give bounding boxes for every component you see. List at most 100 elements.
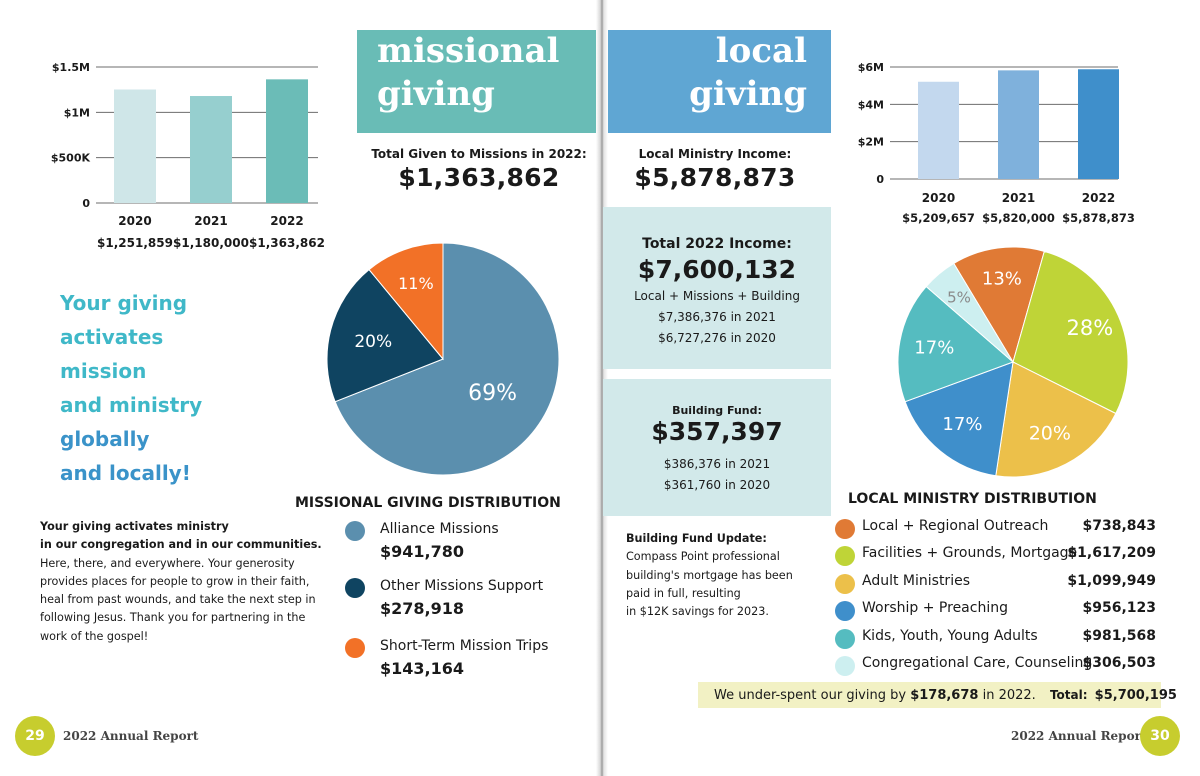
legend-item: Facilities + Grounds, Mortgage $1,617,209 bbox=[835, 542, 1160, 567]
bar-value-label: $5,878,873 bbox=[1062, 211, 1135, 225]
x-tick-label: 2022 bbox=[1082, 191, 1115, 205]
pie-value-label: 28% bbox=[1067, 316, 1114, 340]
y-tick-label: $4M bbox=[858, 98, 884, 111]
legend-label: Local + Regional Outreach bbox=[862, 518, 1049, 534]
legend-swatch bbox=[835, 573, 855, 594]
legend-amount: $143,164 bbox=[380, 659, 465, 678]
bar bbox=[114, 89, 156, 203]
total-income-label: Total 2022 Income: bbox=[642, 236, 792, 252]
page-number-left: 29 bbox=[15, 716, 55, 756]
pie-value-label: 13% bbox=[982, 269, 1022, 290]
bar bbox=[998, 70, 1039, 179]
total-income-2020: $6,727,276 in 2020 bbox=[658, 331, 776, 345]
legend-label: Worship + Preaching bbox=[862, 600, 1008, 617]
pie-value-label: 17% bbox=[914, 338, 954, 359]
pie-slice bbox=[326, 268, 444, 403]
missional-distribution-title: MISSIONAL GIVING DISTRIBUTION bbox=[295, 495, 561, 511]
total-income-value: $7,600,132 bbox=[637, 255, 797, 284]
x-tick-label: 2022 bbox=[270, 214, 303, 228]
pie-value-label: 20% bbox=[354, 332, 392, 352]
legend-label: Congregational Care, Counseling bbox=[862, 655, 1093, 671]
pie-value-label: 17% bbox=[942, 414, 982, 435]
pie-slice bbox=[995, 361, 1117, 478]
y-tick-label: $2M bbox=[858, 136, 884, 149]
x-tick-label: 2020 bbox=[922, 191, 955, 205]
y-tick-label: $1M bbox=[64, 106, 90, 119]
missional-body-text: Your giving activates ministry in our co… bbox=[40, 520, 322, 643]
local-distribution-pie: 13% 28% 20% 17% 17% 5% bbox=[897, 246, 1129, 478]
legend-item: Local + Regional Outreach $738,843 bbox=[835, 515, 1160, 539]
x-tick-label: 2021 bbox=[194, 214, 227, 228]
y-tick-label: 0 bbox=[82, 197, 90, 210]
legend-swatch bbox=[835, 601, 855, 622]
page-number-right: 30 bbox=[1140, 716, 1180, 756]
bar-value-label: $1,363,862 bbox=[249, 236, 325, 250]
legend-item: Worship + Preaching $956,123 bbox=[835, 597, 1160, 622]
legend-label: Adult Ministries bbox=[862, 572, 970, 589]
missions-total-value: $1,363,862 bbox=[398, 163, 560, 192]
footer-label-right: 2022 Annual Report bbox=[1011, 729, 1147, 743]
pie-value-label: 20% bbox=[1029, 422, 1071, 444]
bar-value-label: $5,209,657 bbox=[902, 211, 975, 225]
pie-slice bbox=[368, 242, 444, 361]
bar bbox=[1078, 69, 1119, 179]
legend-swatch bbox=[345, 638, 365, 658]
legend-label: Facilities + Grounds, Mortgage bbox=[862, 545, 1078, 562]
legend-amount: $278,918 bbox=[380, 599, 465, 618]
underspent-summary: We under-spent our giving by $178,678 in… bbox=[698, 682, 1177, 708]
legend-label: Other Missions Support bbox=[380, 578, 544, 594]
local-income-value: $5,878,873 bbox=[634, 163, 796, 192]
missional-giving-banner: missional giving bbox=[357, 30, 597, 133]
legend-amount: $306,503 bbox=[1082, 655, 1156, 671]
bar-value-label: $5,820,000 bbox=[982, 211, 1055, 225]
footer-label-left: 2022 Annual Report bbox=[63, 729, 199, 743]
legend-swatch bbox=[835, 519, 855, 539]
legend-amount: $738,843 bbox=[1082, 518, 1156, 534]
x-tick-label: 2021 bbox=[1002, 191, 1035, 205]
legend-label: Kids, Youth, Young Adults bbox=[862, 627, 1038, 644]
legend-item: Adult Ministries $1,099,949 bbox=[835, 570, 1160, 594]
local-income-bar-chart: 0 $2M $4M $6M 2020 $5,209,657 2021 $5,820,000 20… bbox=[858, 61, 1135, 225]
legend-swatch bbox=[345, 578, 365, 598]
legend-swatch bbox=[835, 546, 855, 567]
bar-value-label: $1,251,859 bbox=[97, 236, 173, 250]
banner-title: local giving bbox=[689, 31, 807, 114]
y-tick-label: $6M bbox=[858, 61, 884, 74]
bar bbox=[918, 81, 959, 179]
building-fund-label: Building Fund: bbox=[672, 404, 762, 417]
total-income-sub: Local + Missions + Building bbox=[634, 289, 800, 303]
pie-slice bbox=[953, 246, 1045, 364]
legend-swatch bbox=[835, 628, 855, 649]
pie-slice bbox=[904, 361, 1014, 477]
page-spine bbox=[596, 0, 608, 776]
pie-slice bbox=[334, 242, 560, 476]
pie-value-label: 5% bbox=[947, 289, 971, 307]
x-tick-label: 2020 bbox=[118, 214, 151, 228]
legend-amount: $1,099,949 bbox=[1067, 572, 1156, 589]
pie-value-label: 69% bbox=[468, 381, 517, 406]
pie-value-label: 11% bbox=[398, 274, 434, 293]
bar bbox=[190, 96, 232, 203]
pie-slice bbox=[925, 262, 1014, 363]
legend-label: Alliance Missions bbox=[380, 521, 499, 537]
building-fund-box: Building Fund: $357,397 $386,376 in 2021… bbox=[603, 379, 831, 516]
legend-item: Kids, Youth, Young Adults $981,568 bbox=[835, 625, 1160, 649]
legend-amount: $1,617,209 bbox=[1067, 545, 1156, 562]
building-fund-2021: $386,376 in 2021 bbox=[663, 457, 771, 471]
legend-amount: $941,780 bbox=[380, 542, 465, 561]
pie-slice bbox=[1012, 250, 1129, 415]
tagline: Your giving activates mission and minist… bbox=[60, 291, 203, 485]
pie-slice bbox=[897, 285, 1014, 403]
y-tick-label: 0 bbox=[876, 173, 884, 186]
total-income-2021: $7,386,376 in 2021 bbox=[658, 310, 776, 324]
bar-value-label: $1,180,000 bbox=[173, 236, 249, 250]
legend-item: Congregational Care, Counseling $306,503 bbox=[835, 652, 1160, 676]
building-fund-2020: $361,760 in 2020 bbox=[663, 478, 771, 492]
y-tick-label: $1.5M bbox=[52, 61, 90, 74]
legend-swatch bbox=[835, 656, 855, 676]
legend-amount: $956,123 bbox=[1082, 600, 1156, 617]
local-giving-banner: local giving bbox=[608, 30, 831, 133]
building-fund-value: $357,397 bbox=[651, 417, 783, 446]
missions-total-label: Total Given to Missions in 2022: bbox=[371, 147, 587, 161]
legend-swatch bbox=[345, 521, 365, 541]
